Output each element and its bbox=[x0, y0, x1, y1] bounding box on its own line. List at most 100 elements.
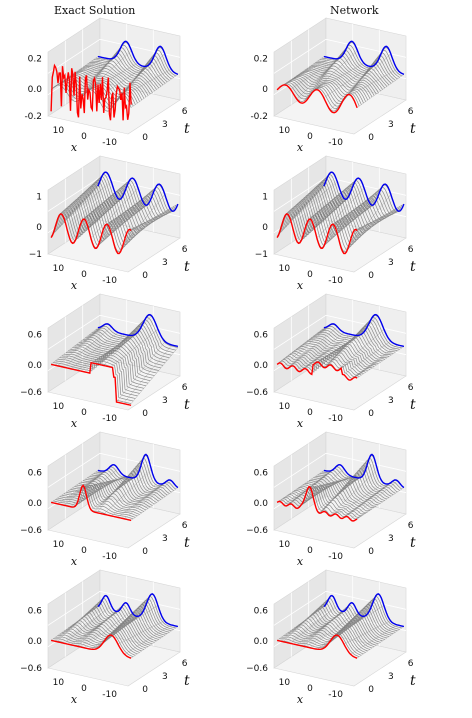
t-tick-label: 0 bbox=[142, 133, 148, 143]
surface-mesh-line bbox=[310, 335, 358, 374]
t-tick-label: 0 bbox=[368, 409, 374, 419]
x-tick-label: 0 bbox=[81, 408, 87, 418]
x-tick-label: -10 bbox=[328, 276, 343, 286]
surface-mesh-line bbox=[296, 198, 345, 242]
t-tick-label: 0 bbox=[368, 133, 374, 143]
surface-mesh-line bbox=[77, 334, 125, 371]
t-tick-label: 3 bbox=[388, 672, 394, 682]
surface-mesh-line bbox=[290, 465, 338, 504]
z-tick-label: 0.0 bbox=[254, 637, 269, 647]
surface-mesh-line bbox=[124, 624, 172, 655]
surface-mesh-line bbox=[97, 66, 145, 98]
surface-mesh-line bbox=[350, 344, 398, 381]
x-axis-label: x bbox=[71, 417, 78, 430]
surface-mesh-line bbox=[303, 603, 351, 646]
final-state-curve bbox=[323, 313, 405, 348]
surface-mesh-line bbox=[343, 53, 391, 99]
surface-mesh-line bbox=[343, 194, 391, 252]
surface-mesh-line bbox=[296, 332, 345, 370]
surface-mesh-line bbox=[90, 331, 139, 363]
x-tick-label: 10 bbox=[279, 126, 291, 136]
t-tick-label: 6 bbox=[182, 521, 188, 531]
column-title-network: Network bbox=[330, 4, 379, 17]
surface-mesh-line bbox=[97, 608, 145, 648]
z-tick-label: 0.6 bbox=[254, 468, 269, 478]
surface-mesh-line bbox=[290, 181, 338, 220]
t-tick-label: 0 bbox=[368, 685, 374, 695]
x-tick-label: 0 bbox=[81, 546, 87, 556]
x-tick-label: -10 bbox=[328, 414, 343, 424]
surface-mesh-line bbox=[50, 186, 99, 237]
surface-mesh-line bbox=[84, 178, 132, 219]
surface-mesh-line bbox=[356, 626, 405, 659]
x-tick-label: 10 bbox=[53, 264, 65, 274]
t-axis-label: t bbox=[184, 673, 190, 689]
surface-mesh-line bbox=[110, 49, 159, 109]
x-axis-label: x bbox=[297, 693, 304, 706]
x-axis-label: x bbox=[297, 141, 304, 154]
surface-mesh-line bbox=[283, 470, 331, 505]
x-tick-label: 0 bbox=[307, 684, 313, 694]
final-state-curve bbox=[97, 453, 179, 489]
surface-mesh-line bbox=[70, 468, 119, 507]
t-axis-label: t bbox=[410, 535, 416, 551]
surface-mesh-line bbox=[104, 594, 152, 640]
z-tick-label: 0.2 bbox=[254, 54, 268, 64]
x-tick-label: -10 bbox=[328, 138, 343, 148]
t-tick-label: 0 bbox=[142, 685, 148, 695]
final-state-curve bbox=[97, 40, 179, 75]
surface-mesh-line bbox=[316, 473, 365, 511]
initial-state-curve bbox=[276, 84, 358, 114]
surface-mesh-line bbox=[343, 620, 391, 645]
z-tick-label: -0.2 bbox=[250, 112, 268, 122]
initial-state-curve bbox=[50, 361, 132, 406]
z-tick-label: −1 bbox=[255, 250, 268, 260]
surface-mesh-line bbox=[356, 346, 405, 379]
initial-state-curve bbox=[50, 484, 132, 522]
surface-mesh-line bbox=[336, 482, 385, 515]
surface-mesh-line bbox=[323, 320, 371, 367]
t-axis-label: t bbox=[184, 397, 190, 413]
x-axis-label: x bbox=[71, 693, 78, 706]
t-tick-label: 6 bbox=[408, 659, 414, 669]
surface-mesh-line bbox=[90, 62, 139, 91]
surface-mesh-line bbox=[283, 172, 331, 218]
z-tick-label: 1 bbox=[36, 192, 42, 202]
surface-mesh-line bbox=[70, 332, 119, 369]
final-state-curve bbox=[97, 593, 179, 628]
surface-mesh-line bbox=[50, 327, 99, 365]
z-tick-label: 0.0 bbox=[28, 85, 43, 95]
surface-mesh-line bbox=[303, 475, 351, 501]
surface-mesh-line bbox=[356, 487, 405, 520]
surface-mesh-line bbox=[70, 198, 119, 242]
surface-mesh-line bbox=[336, 184, 385, 233]
surface-mesh-line bbox=[124, 345, 172, 403]
x-tick-label: 0 bbox=[307, 132, 313, 142]
z-tick-label: −0.6 bbox=[20, 664, 42, 674]
t-tick-label: 0 bbox=[368, 547, 374, 557]
z-tick-label: 0 bbox=[262, 85, 268, 95]
t-axis-label: t bbox=[184, 121, 190, 137]
surface-mesh-line bbox=[77, 192, 125, 233]
surface-mesh-line bbox=[350, 210, 398, 241]
surface-mesh-line bbox=[64, 605, 112, 644]
t-axis-label: t bbox=[184, 535, 190, 551]
t-axis-label: t bbox=[410, 259, 416, 275]
t-tick-label: 3 bbox=[162, 534, 168, 544]
surface-mesh-line bbox=[316, 331, 365, 363]
surface-mesh-line bbox=[350, 480, 398, 520]
x-axis-label: x bbox=[71, 279, 78, 292]
surface-mesh-line bbox=[323, 608, 371, 648]
z-tick-label: 0.6 bbox=[254, 330, 269, 340]
x-tick-label: 10 bbox=[279, 678, 291, 688]
x-tick-label: -10 bbox=[328, 690, 343, 700]
surface-mesh-line bbox=[350, 624, 398, 655]
final-state-curve bbox=[97, 313, 179, 348]
surface-mesh-line bbox=[110, 482, 159, 517]
